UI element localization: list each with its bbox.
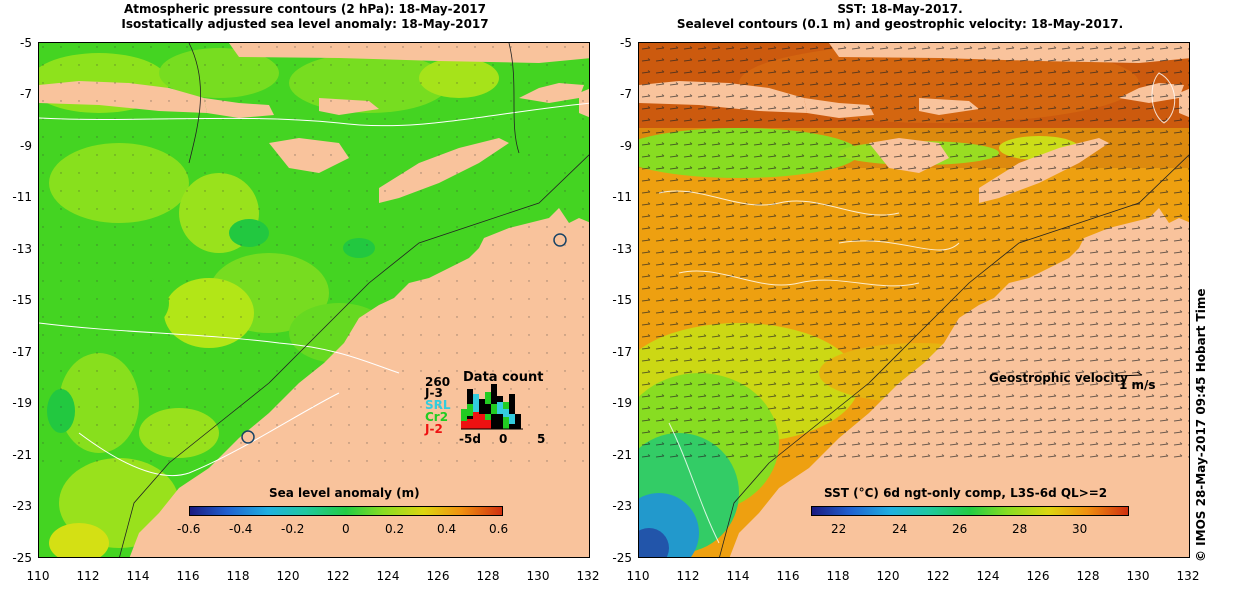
altimeter-station-1: [241, 430, 255, 444]
right-lon-tick: 114: [726, 569, 750, 583]
left-lon-tick: 116: [176, 569, 200, 583]
right-lon-tick: 116: [776, 569, 800, 583]
right-lon-tick: 124: [976, 569, 1000, 583]
sst-tick-26: 26: [952, 522, 968, 536]
left-lat-tick: -23: [12, 499, 32, 513]
left-lat-tick: -9: [20, 139, 32, 153]
data-count-axis-neg5: -5d: [459, 432, 481, 446]
sst-tick-28: 28: [1012, 522, 1028, 536]
right-map: Geostrophic velocity 1 m/s SST (°C) 6d n…: [638, 42, 1190, 558]
left-title-line1: Atmospheric pressure contours (2 hPa): 1…: [123, 2, 486, 16]
data-count-axis-5: 5: [537, 432, 546, 446]
right-lat-tick: -23: [612, 499, 632, 513]
sla-contours: [119, 43, 589, 557]
sla-tick-1: -0.4: [229, 522, 253, 536]
right-lat-tick: -7: [620, 87, 632, 101]
right-lon-tick: 120: [876, 569, 900, 583]
geostrophic-velocity-arrows: [639, 43, 1189, 463]
right-lon-tick: 128: [1076, 569, 1100, 583]
altimeter-station-2: [553, 233, 567, 247]
sla-map-graphic: [39, 43, 589, 557]
left-map: Data count 260 J-3 SRL Cr2 J-2 -5d 0 5: [38, 42, 590, 558]
right-lon-tick: 112: [676, 569, 700, 583]
right-lat-tick: -11: [612, 190, 632, 204]
velocity-arrow-icon: [1117, 371, 1143, 377]
sst-colorbar-label: SST (°C) 6d ngt-only comp, L3S-6d QL>=2: [824, 486, 1108, 500]
sst-map-graphic: [639, 43, 1189, 557]
right-lon-tick: 130: [1126, 569, 1150, 583]
data-count-inset: Data count 260 J-3 SRL Cr2 J-2 -5d 0 5: [417, 368, 547, 448]
left-lat-tick: -5: [20, 36, 32, 50]
left-lon-tick: 126: [426, 569, 450, 583]
right-lat-tick: -15: [612, 293, 632, 307]
mission-j2: J-2: [425, 422, 443, 436]
sst-colorbar: [811, 506, 1129, 516]
sst-tick-22: 22: [831, 522, 847, 536]
left-lon-tick: 132: [576, 569, 600, 583]
sla-tick-0: -0.6: [177, 522, 201, 536]
left-lat-tick: -21: [12, 448, 32, 462]
left-lon-tick: 128: [476, 569, 500, 583]
right-lon-tick: 110: [626, 569, 650, 583]
bathymetry-contour: [719, 154, 1189, 557]
pressure-dot-texture: [39, 43, 589, 463]
left-lon-tick: 130: [526, 569, 550, 583]
sla-tick-6: 0.6: [489, 522, 509, 536]
left-lon-tick: 120: [276, 569, 300, 583]
mission-j3: J-3: [425, 386, 443, 400]
data-count-axis-0: 0: [499, 432, 508, 446]
left-lat-tick: -7: [20, 87, 32, 101]
right-lat-tick: -25: [612, 551, 632, 565]
right-lon-tick: 118: [826, 569, 850, 583]
data-count-title: Data count: [463, 370, 544, 385]
right-lat-tick: -9: [620, 139, 632, 153]
data-count-bars: [461, 384, 523, 430]
left-lon-tick: 110: [26, 569, 50, 583]
right-title-line2: Sealevel contours (0.1 m) and geostrophi…: [676, 17, 1124, 31]
left-lon-tick: 114: [126, 569, 150, 583]
sst-tick-24: 24: [892, 522, 908, 536]
sla-tick-2: -0.2: [281, 522, 305, 536]
sla-tick-5: 0.4: [437, 522, 457, 536]
sst-colorbar-ticks: 22 24 26 28 30: [811, 523, 1129, 537]
mission-cr2: Cr2: [425, 410, 449, 424]
sla-tick-3: 0: [342, 522, 350, 536]
left-lat-tick: -15: [12, 293, 32, 307]
data-count-max: 260: [425, 375, 451, 389]
left-lat-tick: -11: [12, 190, 32, 204]
sla-colorbar: [189, 506, 503, 516]
right-lat-tick: -17: [612, 345, 632, 359]
right-lon-tick: 126: [1026, 569, 1050, 583]
mission-srl: SRL: [425, 398, 451, 412]
velocity-legend-scale: 1 m/s: [1119, 378, 1156, 392]
left-lat-tick: -19: [12, 396, 32, 410]
right-lon-tick: 122: [926, 569, 950, 583]
sealevel-contours: [658, 72, 1176, 544]
pressure-contours: [39, 102, 589, 477]
right-lat-tick: -5: [620, 36, 632, 50]
imos-credit: © IMOS 28-May-2017 09:45 Hobart Time: [1194, 288, 1208, 562]
sla-tick-4: 0.2: [385, 522, 405, 536]
left-lon-tick: 112: [76, 569, 100, 583]
right-lat-tick: -21: [612, 448, 632, 462]
sst-tick-30: 30: [1072, 522, 1088, 536]
right-lat-tick: -19: [612, 396, 632, 410]
left-lon-tick: 124: [376, 569, 400, 583]
sla-colorbar-label: Sea level anomaly (m): [269, 486, 420, 500]
right-lat-tick: -13: [612, 242, 632, 256]
left-lat-tick: -13: [12, 242, 32, 256]
left-lat-tick: -25: [12, 551, 32, 565]
left-lat-tick: -17: [12, 345, 32, 359]
left-lon-tick: 118: [226, 569, 250, 583]
right-title-line1: SST: 18-May-2017.: [837, 2, 963, 16]
sla-colorbar-ticks: -0.6 -0.4 -0.2 0 0.2 0.4 0.6: [177, 522, 508, 537]
right-lon-tick: 132: [1176, 569, 1200, 583]
left-lon-tick: 122: [326, 569, 350, 583]
left-title-line2: Isostatically adjusted sea level anomaly…: [121, 17, 489, 31]
velocity-legend-label: Geostrophic velocity: [989, 371, 1128, 385]
